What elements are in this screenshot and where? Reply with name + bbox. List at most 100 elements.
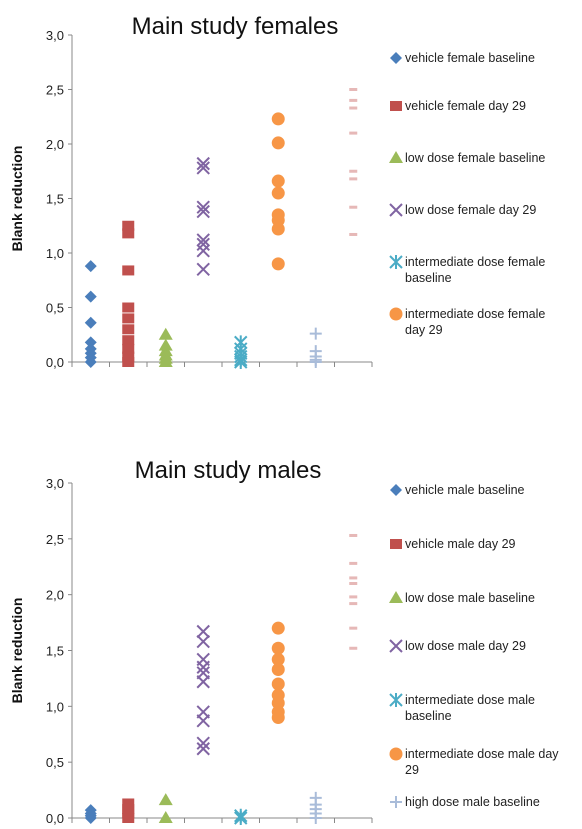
data-point <box>349 131 358 135</box>
data-point <box>122 302 135 313</box>
legend-label: low dose male day 29 <box>405 639 526 653</box>
data-point <box>271 652 285 666</box>
legend-label: low dose female day 29 <box>405 203 536 217</box>
data-point <box>196 233 210 247</box>
data-point <box>196 244 210 258</box>
legend-label: intermediate dose female day 29 <box>405 307 545 337</box>
legend-marker <box>389 591 403 603</box>
data-point <box>349 533 358 537</box>
y-tick-label: 1,0 <box>46 246 64 261</box>
data-point <box>349 106 358 110</box>
y-tick-label: 3,0 <box>46 476 64 491</box>
legend-marker <box>389 693 403 707</box>
series-5 <box>234 808 248 825</box>
y-axis-label: Blank reduction <box>9 598 25 704</box>
series-8 <box>349 533 358 650</box>
legend-marker <box>390 484 402 496</box>
legend-marker <box>389 747 403 761</box>
legend-entry: low dose male baseline <box>389 591 535 605</box>
data-point <box>196 624 210 639</box>
data-point <box>196 161 210 175</box>
legend-entry: vehicle female day 29 <box>390 99 526 113</box>
data-point <box>271 186 285 200</box>
legend-marker <box>390 796 402 808</box>
data-point <box>158 327 173 340</box>
series-6 <box>271 112 285 271</box>
series-4 <box>196 156 210 277</box>
data-point <box>196 675 210 689</box>
data-point <box>122 265 135 276</box>
data-point <box>271 257 285 271</box>
legend-label: vehicle male baseline <box>405 483 525 497</box>
data-point <box>84 290 97 303</box>
data-point <box>122 324 135 335</box>
legend-marker <box>390 101 402 111</box>
data-point <box>158 811 173 823</box>
legend-label: intermediate dose male baseline <box>405 693 535 723</box>
data-point <box>234 355 248 369</box>
data-point <box>309 356 322 368</box>
data-point <box>122 351 135 362</box>
data-point <box>271 174 285 188</box>
series-6 <box>271 621 285 724</box>
legend-entry: vehicle male day 29 <box>390 537 516 551</box>
series-4 <box>196 624 210 756</box>
data-point <box>122 335 135 346</box>
data-point <box>234 811 248 825</box>
data-point <box>271 222 285 236</box>
data-point <box>349 582 358 585</box>
data-point <box>196 742 210 756</box>
y-tick-label: 0,5 <box>46 301 64 316</box>
legend-label: high dose male baseline <box>405 795 540 809</box>
legend-entry: low dose female day 29 <box>389 203 536 217</box>
chart-title: Main study males <box>135 457 322 484</box>
data-point <box>309 812 322 824</box>
data-point <box>349 646 358 650</box>
data-point <box>196 200 210 214</box>
data-point <box>84 336 97 349</box>
data-point <box>122 813 135 823</box>
data-point <box>196 262 210 277</box>
legend-label: low dose female baseline <box>405 151 545 165</box>
data-point <box>122 357 135 367</box>
chart-1: Main study females Blank reduction 0,0 0,5 1… <box>9 13 545 370</box>
y-tick-label: 0,0 <box>46 355 64 370</box>
legend-marker <box>389 639 403 653</box>
data-point <box>196 156 210 171</box>
legend-entry: vehicle female baseline <box>390 51 535 65</box>
data-point <box>349 177 358 181</box>
data-point <box>84 356 97 368</box>
data-point <box>349 88 358 91</box>
data-point <box>309 327 322 340</box>
chart-2: Main study males Blank reduction 0,0 0,5 1,0… <box>9 457 559 826</box>
data-point <box>271 641 285 655</box>
y-tick-label: 3,0 <box>46 28 64 43</box>
series-3 <box>158 793 173 823</box>
series-2 <box>122 798 135 823</box>
legend-marker <box>389 203 403 217</box>
data-point <box>122 313 135 324</box>
data-point <box>271 677 285 691</box>
data-point <box>158 793 173 806</box>
data-point <box>122 343 135 354</box>
data-point <box>349 169 358 173</box>
legend-label: intermediate dose female baseline <box>405 255 545 285</box>
legend-label: vehicle male day 29 <box>405 537 516 551</box>
legend-marker <box>389 151 403 163</box>
legend-marker <box>390 52 402 64</box>
y-tick-label: 1,0 <box>46 699 64 714</box>
legend-entry: intermediate dose female day 29 <box>389 307 545 337</box>
data-point <box>196 714 210 728</box>
series-3 <box>158 327 173 367</box>
data-point <box>349 576 358 580</box>
legend-marker <box>389 255 403 269</box>
data-point <box>271 136 285 150</box>
legend-entry: vehicle male baseline <box>390 483 525 497</box>
data-point <box>271 711 285 724</box>
legend-entry: intermediate dose male day 29 <box>389 747 559 777</box>
data-point <box>349 561 358 565</box>
y-tick-label: 2,5 <box>46 532 64 547</box>
data-point <box>158 355 173 367</box>
y-tick-label: 1,5 <box>46 192 64 207</box>
